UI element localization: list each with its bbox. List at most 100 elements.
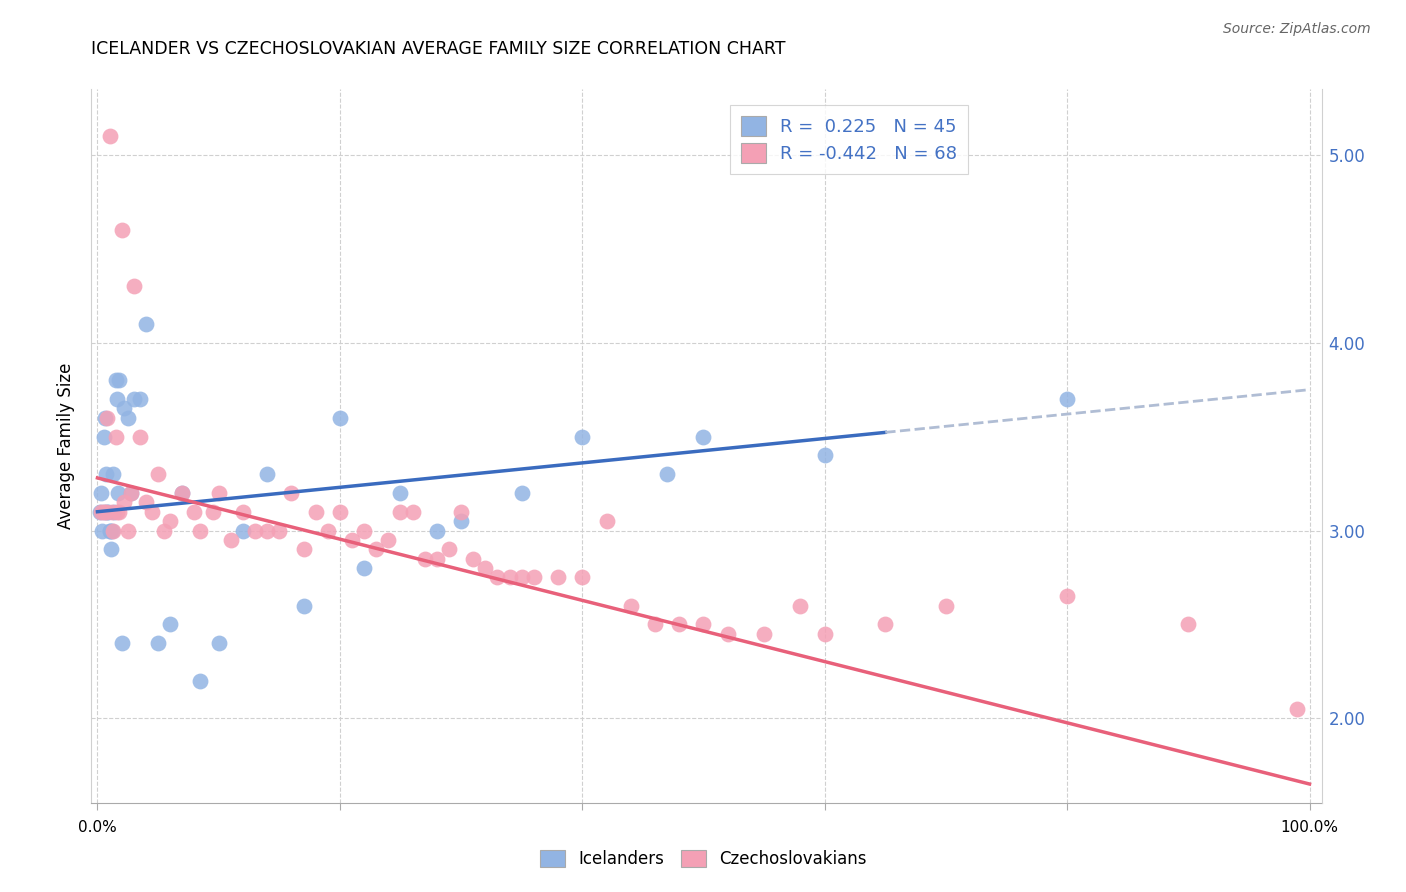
Point: [128, 429, 150, 443]
Point: [108, 373, 131, 387]
Point: [935, 599, 957, 613]
Point: [329, 410, 352, 425]
Point: [655, 467, 678, 482]
Point: [93, 505, 115, 519]
Point: [98, 524, 121, 538]
Point: [97, 505, 120, 519]
Point: [571, 570, 593, 584]
Point: [100, 542, 122, 557]
Legend: Icelanders, Czechoslovakians: Icelanders, Czechoslovakians: [533, 843, 873, 875]
Point: [98, 524, 121, 538]
Point: [101, 505, 124, 519]
Point: [93, 410, 115, 425]
Point: [93, 429, 115, 443]
Point: [523, 570, 546, 584]
Point: [510, 570, 533, 584]
Point: [316, 524, 339, 538]
Point: [183, 505, 205, 519]
Point: [437, 542, 460, 557]
Point: [353, 561, 375, 575]
Point: [108, 505, 131, 519]
Point: [1056, 589, 1078, 603]
Point: [668, 617, 690, 632]
Point: [875, 617, 897, 632]
Point: [1177, 617, 1199, 632]
Point: [146, 467, 169, 482]
Point: [292, 599, 315, 613]
Point: [814, 449, 837, 463]
Point: [426, 551, 449, 566]
Point: [595, 514, 617, 528]
Point: [91, 524, 114, 538]
Point: [717, 627, 740, 641]
Point: [90, 505, 112, 519]
Point: [789, 599, 811, 613]
Point: [190, 524, 212, 538]
Point: [752, 627, 775, 641]
Point: [201, 505, 224, 519]
Point: [486, 570, 509, 584]
Point: [571, 429, 593, 443]
Point: [413, 551, 436, 566]
Point: [292, 542, 315, 557]
Point: [103, 524, 125, 538]
Point: [117, 410, 139, 425]
Point: [120, 486, 142, 500]
Point: [111, 223, 134, 237]
Point: [104, 373, 127, 387]
Point: [101, 524, 124, 538]
Point: [172, 486, 194, 500]
Legend: R =  0.225   N = 45, R = -0.442   N = 68: R = 0.225 N = 45, R = -0.442 N = 68: [730, 105, 969, 174]
Point: [269, 524, 291, 538]
Point: [340, 533, 363, 547]
Point: [692, 617, 714, 632]
Text: 100.0%: 100.0%: [1281, 820, 1339, 835]
Point: [814, 627, 837, 641]
Point: [232, 505, 254, 519]
Point: [172, 486, 194, 500]
Point: [122, 392, 145, 406]
Point: [117, 524, 139, 538]
Point: [105, 505, 128, 519]
Point: [111, 636, 134, 650]
Point: [366, 542, 388, 557]
Point: [89, 505, 111, 519]
Point: [208, 486, 231, 500]
Point: [90, 486, 112, 500]
Point: [146, 636, 169, 650]
Text: 0.0%: 0.0%: [79, 820, 117, 835]
Point: [692, 429, 714, 443]
Point: [510, 486, 533, 500]
Point: [401, 505, 423, 519]
Point: [232, 524, 254, 538]
Point: [426, 524, 449, 538]
Point: [190, 673, 212, 688]
Point: [498, 570, 520, 584]
Point: [159, 514, 181, 528]
Point: [112, 401, 135, 416]
Point: [1056, 392, 1078, 406]
Point: [243, 524, 266, 538]
Point: [1286, 702, 1309, 716]
Point: [450, 505, 472, 519]
Point: [104, 429, 127, 443]
Point: [120, 486, 142, 500]
Point: [98, 129, 121, 144]
Point: [256, 467, 278, 482]
Point: [474, 561, 496, 575]
Point: [620, 599, 643, 613]
Point: [353, 524, 375, 538]
Text: Source: ZipAtlas.com: Source: ZipAtlas.com: [1223, 22, 1371, 37]
Point: [94, 505, 117, 519]
Point: [389, 505, 412, 519]
Point: [96, 410, 118, 425]
Point: [377, 533, 399, 547]
Point: [135, 317, 157, 331]
Point: [107, 486, 129, 500]
Point: [219, 533, 242, 547]
Point: [463, 551, 485, 566]
Point: [450, 514, 472, 528]
Point: [141, 505, 163, 519]
Point: [256, 524, 278, 538]
Y-axis label: Average Family Size: Average Family Size: [58, 363, 76, 529]
